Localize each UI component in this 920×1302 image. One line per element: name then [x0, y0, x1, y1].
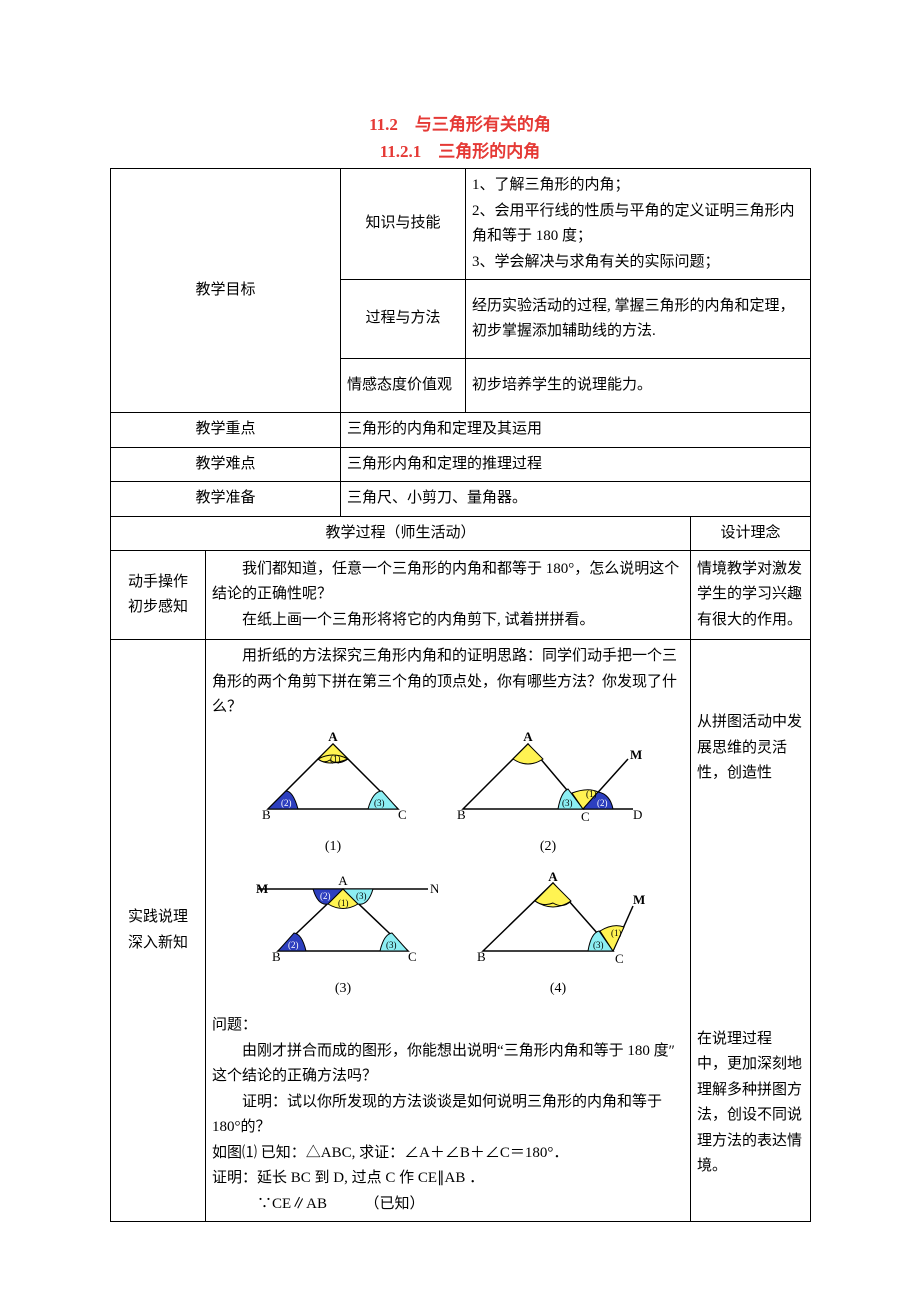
svg-text:C: C [408, 949, 417, 964]
diagram-1-caption: (1) [248, 835, 418, 859]
svg-text:M: M [630, 747, 642, 762]
lesson-plan-table: 教学目标 知识与技能 1、了解三角形的内角； 2、会用平行线的性质与平角的定义证… [110, 168, 811, 1222]
svg-text:B: B [477, 949, 486, 964]
diagram-row-2: M N A B C (2) (1) (3) (2) (3) (3) [212, 871, 684, 1001]
svg-text:B: B [457, 807, 466, 822]
svg-text:C: C [398, 807, 407, 822]
prep-content: 三角尺、小剪刀、量角器。 [341, 482, 811, 517]
concept-header: 设计理念 [691, 516, 811, 551]
diagram-row-1: A B C (1) (2) (3) (1) [212, 729, 684, 859]
svg-text:D: D [633, 807, 642, 822]
step1-content: 我们都知道，任意一个三角形的内角和都等于 180°，怎么说明这个结论的正确性呢？… [206, 551, 691, 640]
svg-text:M: M [256, 881, 268, 896]
goal-item3-content: 初步培养学生的说理能力。 [466, 359, 811, 413]
step1-label: 动手操作 初步感知 [111, 551, 206, 640]
step2-concept: 从拼图活动中发展思维的灵活性，创造性 在说理过程 中，更加深刻地理解多种拼图方法… [691, 640, 811, 1222]
svg-text:(3): (3) [386, 940, 397, 950]
diagram-2: A M B C D (1) (3) (2) (2) [448, 729, 648, 859]
diagram-2-caption: (2) [448, 835, 648, 859]
svg-text:B: B [272, 949, 281, 964]
svg-text:A: A [328, 729, 338, 744]
svg-text:(1): (1) [586, 789, 597, 799]
svg-text:(1): (1) [338, 898, 349, 908]
step2-concept2: 在说理过程 中，更加深刻地理解多种拼图方法，创设不同说理方法的表达情境。 [697, 1027, 804, 1180]
step2-content: 用折纸的方法探究三角形内角和的证明思路：同学们动手把一个三角形的两个角剪下拼在第… [206, 640, 691, 1222]
goal-item2-label: 过程与方法 [341, 280, 466, 359]
svg-text:(2): (2) [288, 940, 299, 950]
svg-text:(1): (1) [330, 754, 341, 764]
svg-text:B: B [262, 807, 271, 822]
svg-text:M: M [633, 892, 645, 907]
goal-label: 教学目标 [111, 169, 341, 413]
diff-content: 三角形内角和定理的推理过程 [341, 447, 811, 482]
step2-label: 实践说理 深入新知 [111, 640, 206, 1222]
svg-text:N: N [430, 881, 438, 896]
svg-text:C: C [581, 809, 590, 824]
goal-item2-content: 经历实验活动的过程, 掌握三角形的内角和定理，初步掌握添加辅助线的方法. [466, 280, 811, 359]
goal-item1-content: 1、了解三角形的内角； 2、会用平行线的性质与平角的定义证明三角形内角和等于 1… [466, 169, 811, 280]
step1-concept: 情境教学对激发学生的学习兴趣有很大的作用。 [691, 551, 811, 640]
chapter-title: 11.2 与三角形有关的角 [110, 110, 810, 135]
focus-label: 教学重点 [111, 413, 341, 448]
svg-text:(2): (2) [597, 798, 608, 808]
svg-text:A: A [523, 729, 533, 744]
diagram-4-caption: (4) [468, 977, 648, 1001]
svg-text:(3): (3) [374, 798, 385, 808]
svg-text:A: A [548, 871, 558, 884]
svg-text:(3): (3) [562, 798, 573, 808]
diagram-1: A B C (1) (2) (3) (1) [248, 729, 418, 859]
svg-text:(3): (3) [356, 891, 367, 901]
step2-proof: 问题： 由刚才拼合而成的图形，你能想出说明“三角形内角和等于 180 度″这个结… [212, 1013, 684, 1217]
step1-text: 我们都知道，任意一个三角形的内角和都等于 180°，怎么说明这个结论的正确性呢？… [212, 557, 684, 634]
diagram-3-caption: (3) [248, 977, 438, 1001]
svg-text:(2): (2) [320, 891, 331, 901]
section-title: 11.2.1 三角形的内角 [110, 137, 810, 162]
step2-intro: 用折纸的方法探究三角形内角和的证明思路：同学们动手把一个三角形的两个角剪下拼在第… [212, 644, 684, 721]
goal-item1-label: 知识与技能 [341, 169, 466, 280]
goal-item3-label: 情感态度价值观 [341, 359, 466, 413]
svg-text:A: A [338, 873, 348, 888]
process-header: 教学过程（师生活动） [111, 516, 691, 551]
focus-content: 三角形的内角和定理及其运用 [341, 413, 811, 448]
svg-text:(1): (1) [611, 928, 622, 938]
diagram-3: M N A B C (2) (1) (3) (2) (3) (3) [248, 871, 438, 1001]
diff-label: 教学难点 [111, 447, 341, 482]
svg-text:(2): (2) [281, 798, 292, 808]
diagram-4: A M B C (1) (3) (4) [468, 871, 648, 1001]
svg-text:(3): (3) [593, 940, 604, 950]
step2-concept1: 从拼图活动中发展思维的灵活性，创造性 [697, 710, 804, 787]
prep-label: 教学准备 [111, 482, 341, 517]
svg-text:C: C [615, 951, 624, 966]
